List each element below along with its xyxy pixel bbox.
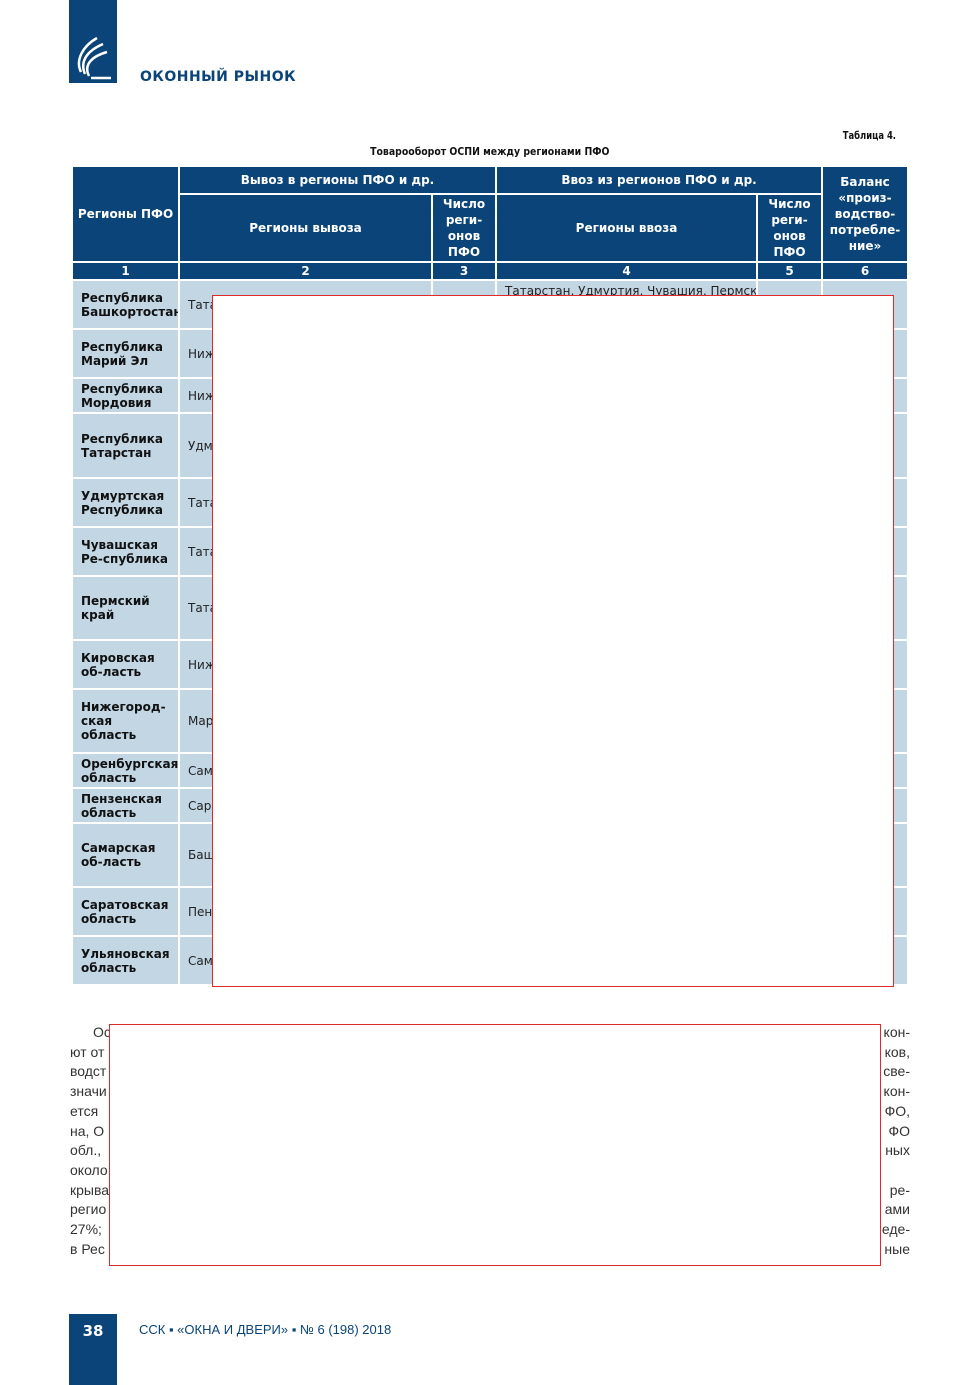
body-line-start: ют от <box>70 1043 105 1060</box>
table-title: Товарооборот ОСПИ между регионами ПФО <box>370 145 610 158</box>
body-line-end: ФО, <box>884 1102 910 1119</box>
region-cell: Республика Башкортостан <box>73 281 178 328</box>
body-line-end: ных <box>885 1142 910 1159</box>
body-line-start: в Рес <box>70 1240 105 1257</box>
col-number: 5 <box>758 263 822 279</box>
header-import-count: Число реги-онов ПФО <box>758 195 822 261</box>
region-cell: Ульяновская область <box>73 937 178 984</box>
redaction-box <box>109 1024 881 1266</box>
body-line-end: ФО <box>888 1122 910 1139</box>
region-cell: Кировская об-ласть <box>73 641 178 688</box>
body-line-start: регио <box>70 1201 107 1218</box>
header-import-group: Ввоз из регионов ПФО и др. <box>497 167 822 193</box>
region-cell: Республика Татарстан <box>73 414 178 477</box>
body-line-end: све- <box>883 1063 910 1080</box>
col-number: 6 <box>823 263 908 279</box>
page-number: 38 <box>69 1314 117 1385</box>
body-line-end: ами <box>884 1201 910 1218</box>
body-line-end: кон- <box>883 1083 910 1100</box>
body-line-start: значи <box>70 1083 107 1100</box>
region-cell: Нижегород-ская область <box>73 690 178 752</box>
body-line-end: ные <box>884 1240 910 1257</box>
table-number: Таблица 4. <box>842 129 896 142</box>
region-cell: Пермский край <box>73 577 178 639</box>
region-cell: Чувашская Ре-спублика <box>73 528 178 575</box>
header-export-count: Число реги-онов ПФО <box>433 195 496 261</box>
footer-text: ССК ▪ «ОКНА И ДВЕРИ» ▪ № 6 (198) 2018 <box>139 1322 392 1337</box>
body-line-start: около <box>70 1161 108 1178</box>
body-line-end: кон- <box>883 1024 910 1040</box>
body-line-end: ков, <box>884 1043 910 1060</box>
body-line-start: Ос <box>93 1024 111 1040</box>
header-import-regions: Регионы ввоза <box>497 195 757 261</box>
header-export-regions: Регионы вывоза <box>180 195 431 261</box>
region-cell: Республика Мордовия <box>73 379 178 412</box>
body-line-start: 27%; <box>70 1221 102 1237</box>
header-regions: Регионы ПФО <box>73 167 178 261</box>
redaction-box <box>212 295 894 987</box>
col-number: 4 <box>497 263 757 279</box>
region-cell: Пензенская область <box>73 789 178 822</box>
region-cell: Республика Марий Эл <box>73 330 178 377</box>
body-line-start: обл., <box>70 1142 102 1159</box>
region-cell: Самарская об-ласть <box>73 824 178 886</box>
body-line-start: водст <box>70 1063 107 1080</box>
body-line-start: крыва <box>70 1181 110 1198</box>
region-cell: Удмуртская Республика <box>73 479 178 526</box>
magazine-logo <box>69 0 117 83</box>
logo-swoosh-icon <box>77 36 111 80</box>
col-number: 2 <box>180 263 431 279</box>
body-line-end: еде- <box>881 1221 910 1237</box>
section-title: ОКОННЫЙ РЫНОК <box>140 69 297 85</box>
region-cell: Оренбургская область <box>73 754 178 787</box>
col-number: 3 <box>433 263 496 279</box>
body-line-start: ется <box>70 1102 99 1119</box>
region-cell: Саратовская область <box>73 888 178 935</box>
body-line-start: на, О <box>70 1122 105 1139</box>
header-export-group: Вывоз в регионы ПФО и др. <box>180 167 496 193</box>
header-balance: Баланс «произ-водство-потребле-ние» <box>823 167 908 261</box>
body-line-end: ре- <box>889 1181 910 1198</box>
col-number: 1 <box>73 263 178 279</box>
